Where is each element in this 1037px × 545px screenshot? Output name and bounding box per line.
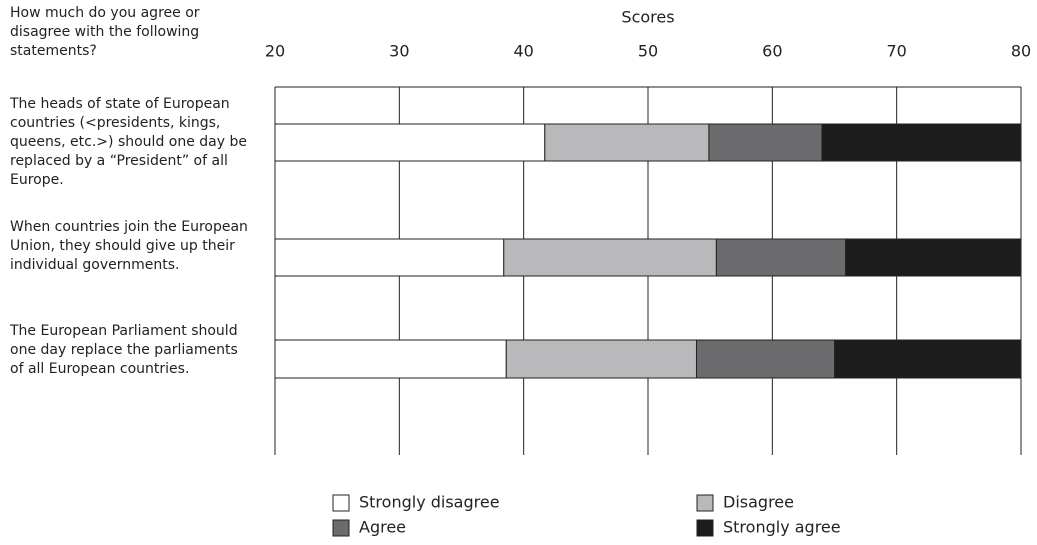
bar-segment — [845, 238, 1022, 277]
bar-segment — [695, 339, 835, 379]
x-tick-label: 40 — [513, 42, 533, 61]
legend-swatch — [332, 519, 350, 537]
legend-label: Strongly agree — [723, 518, 841, 537]
chart-title: How much do you agree or disagree with t… — [10, 5, 200, 59]
x-tick-label: 70 — [886, 42, 906, 61]
category-label: When countries join the European Union, … — [10, 219, 248, 273]
bar-segment — [715, 238, 847, 277]
bar-segment — [274, 339, 507, 379]
bar-segment — [544, 123, 710, 162]
legend-label: Disagree — [723, 493, 794, 512]
bar-segment — [505, 339, 697, 379]
bar-segment — [821, 123, 1022, 162]
x-tick-label: 20 — [265, 42, 285, 61]
bar-segment — [274, 238, 505, 277]
category-label: The heads of state of European countries… — [10, 96, 247, 188]
legend-label: Strongly disagree — [359, 493, 500, 512]
x-axis-label: Scores — [621, 8, 674, 27]
category-label: The European Parliament should one day r… — [10, 323, 238, 377]
bar-segment — [503, 238, 717, 277]
x-tick-label: 60 — [762, 42, 782, 61]
bar-segment — [274, 123, 546, 162]
legend-swatch — [696, 494, 714, 512]
bar-segment — [834, 339, 1022, 379]
x-tick-label: 30 — [389, 42, 409, 61]
legend-swatch — [332, 494, 350, 512]
x-tick-label: 50 — [638, 42, 658, 61]
x-tick-label: 80 — [1011, 42, 1031, 61]
legend-swatch — [696, 519, 714, 537]
legend-label: Agree — [359, 518, 406, 537]
bar-segment — [708, 123, 823, 162]
